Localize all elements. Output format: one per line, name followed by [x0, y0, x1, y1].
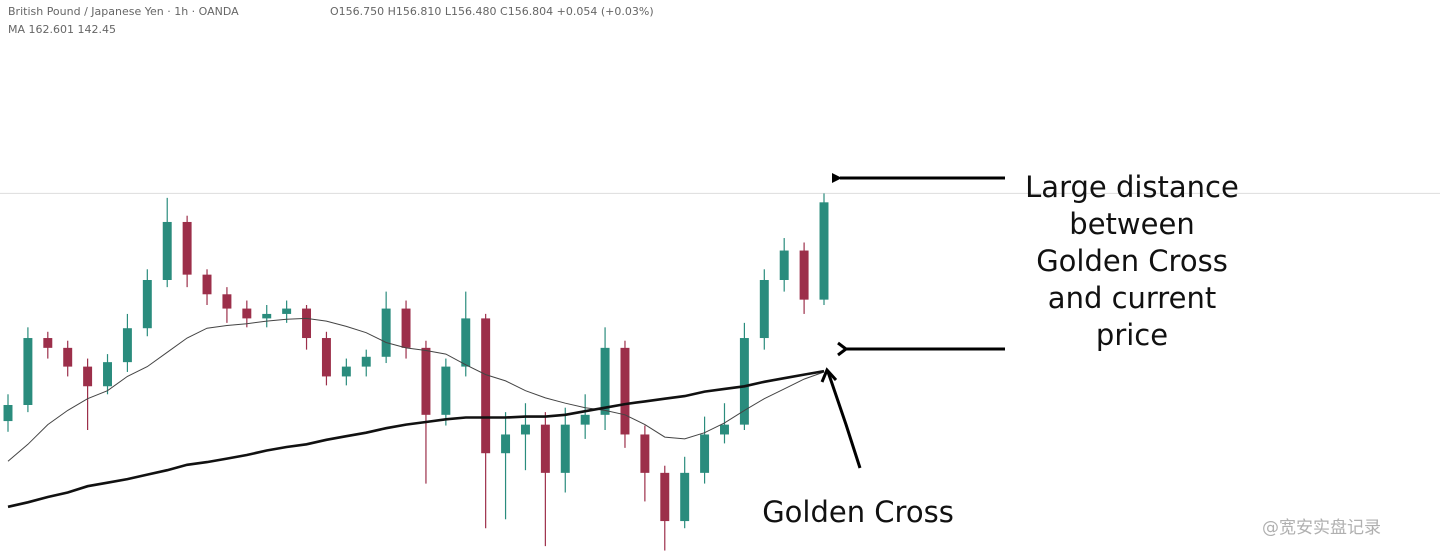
- candle-body: [441, 366, 451, 415]
- candle-body: [361, 356, 371, 367]
- candle-body: [799, 250, 809, 300]
- candle-body: [122, 328, 132, 363]
- candle-body: [63, 347, 73, 367]
- candle-body: [680, 472, 690, 522]
- candle-body: [700, 434, 710, 473]
- candle-body: [242, 308, 252, 319]
- moving-average: [7, 317, 825, 462]
- annotation-line: and current: [1048, 281, 1216, 315]
- candle-body: [282, 308, 292, 314]
- candle-body: [660, 472, 670, 522]
- candle-body: [83, 366, 93, 387]
- candle-body: [162, 221, 172, 280]
- candle-body: [540, 424, 550, 473]
- candle-body: [421, 347, 431, 415]
- annotation-line: between: [1069, 207, 1194, 241]
- arrow-head: [820, 367, 838, 383]
- annotation-line: Golden Cross: [762, 495, 954, 529]
- candle-body: [142, 280, 152, 329]
- candle-body: [341, 366, 351, 377]
- candle-body: [3, 405, 13, 422]
- candle-body: [481, 318, 491, 454]
- candle-body: [43, 338, 53, 348]
- indicator-label: MA 162.601 142.45: [8, 23, 116, 36]
- candle-body: [302, 308, 312, 339]
- arrow-head: [837, 341, 849, 357]
- chart-title: British Pound / Japanese Yen · 1h · OAND…: [8, 5, 239, 18]
- candle-body: [520, 424, 530, 435]
- moving-average: [7, 369, 825, 509]
- candle-body: [321, 338, 331, 377]
- candle-body: [401, 308, 411, 348]
- candle-body: [103, 362, 112, 387]
- watermark: @宽安实盘记录: [1262, 518, 1381, 538]
- candle-body: [640, 434, 650, 473]
- candle-body: [600, 347, 610, 415]
- candle-body: [461, 318, 471, 367]
- ohlc-label: O156.750 H156.810 L156.480 C156.804 +0.0…: [330, 5, 654, 18]
- candle-body: [23, 338, 33, 405]
- annotation-line: price: [1096, 318, 1168, 352]
- candle-body: [262, 313, 272, 319]
- candle-body: [381, 308, 391, 357]
- candle-body: [759, 280, 769, 339]
- candle-body: [222, 294, 232, 309]
- candle-body: [720, 424, 729, 435]
- candle-body: [580, 414, 590, 425]
- candle-body: [202, 274, 212, 295]
- candle-body: [620, 347, 630, 435]
- candle-body: [501, 434, 511, 454]
- arrow: [826, 371, 862, 469]
- annotation-line: Large distance: [1025, 170, 1239, 204]
- candle-body: [182, 221, 192, 275]
- candle-body: [819, 202, 829, 300]
- annotation-line: Golden Cross: [1036, 244, 1228, 278]
- candle-body: [779, 250, 789, 280]
- candle-body: [560, 424, 570, 473]
- candle-body: [739, 338, 749, 425]
